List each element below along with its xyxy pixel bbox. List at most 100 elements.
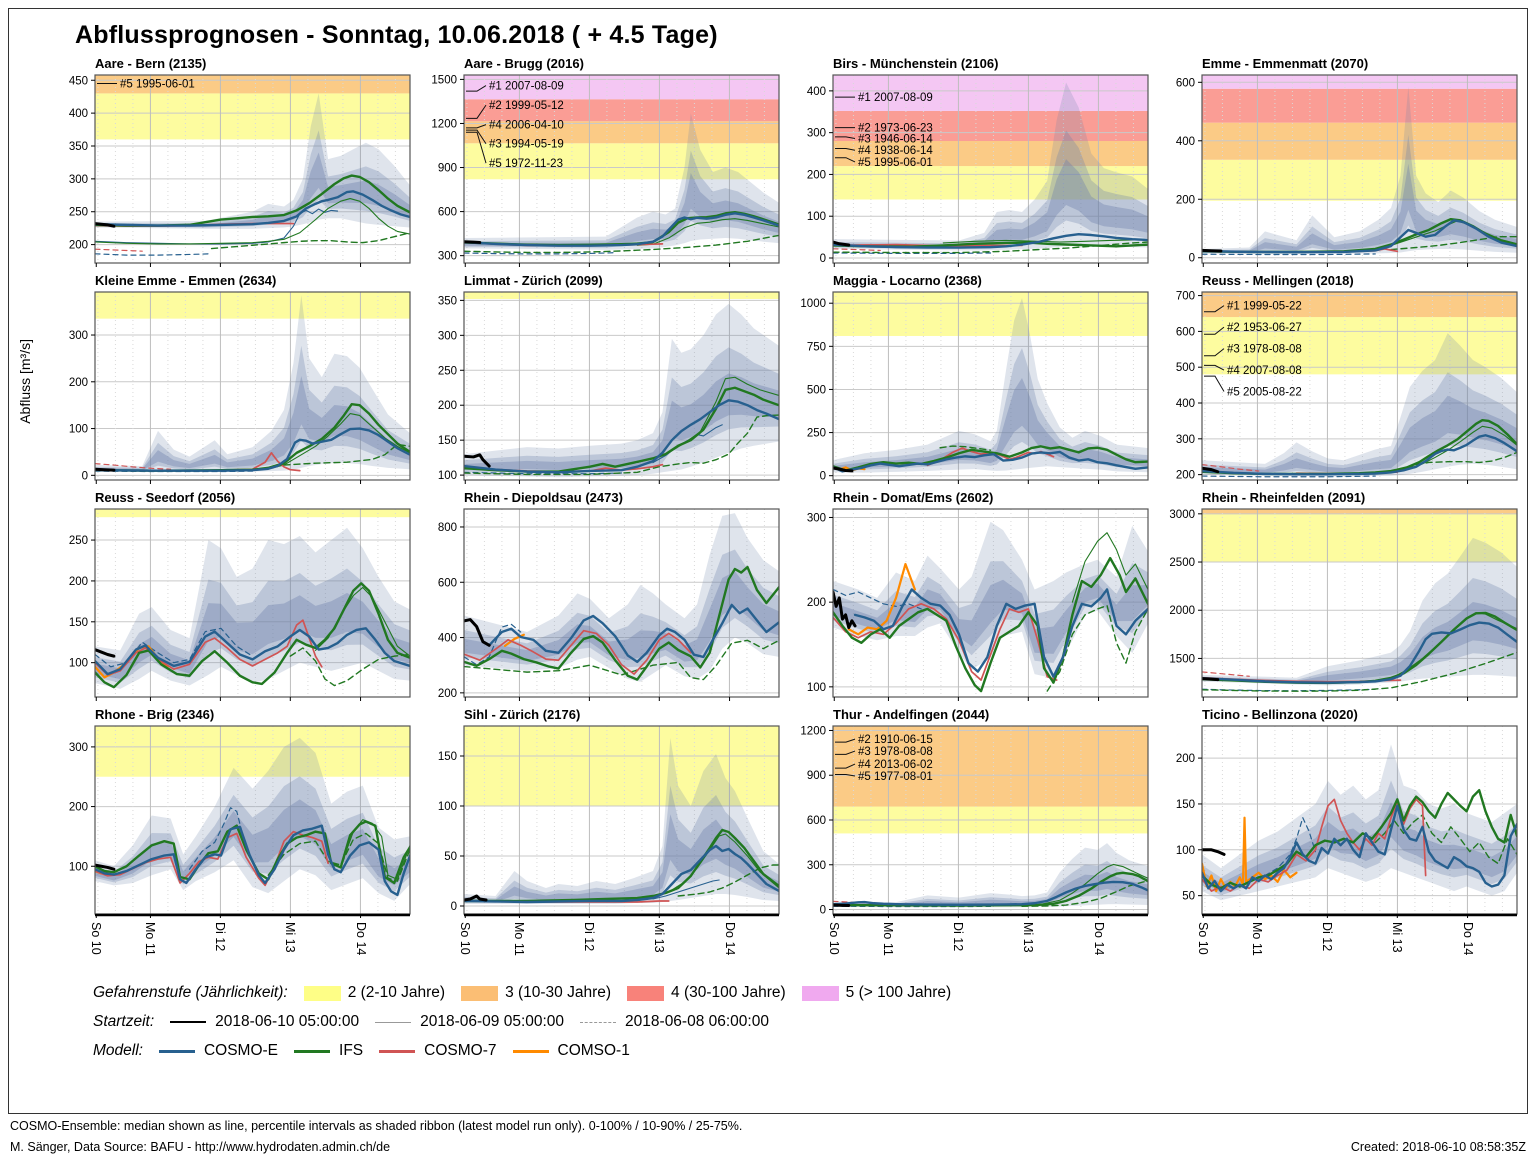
- flood-annotation: #3 1994-05-19: [489, 139, 564, 151]
- y-tick-label: 150: [1176, 799, 1195, 811]
- y-tick-label: 250: [438, 365, 457, 377]
- y-tick-label: 400: [1176, 136, 1195, 148]
- series-obs: [464, 242, 480, 243]
- flood-annotation: #2 1953-06-27: [1227, 322, 1302, 334]
- footer: COSMO-Ensemble: median shown as line, pe…: [10, 1119, 1526, 1154]
- model-legend-item: IFS: [294, 1042, 363, 1060]
- hazard-legend-item-label: 3 (10-30 Jahre): [505, 984, 611, 1002]
- x-tick-label: Di 12: [213, 922, 227, 951]
- flood-annotation: #2 1910-06-15: [858, 734, 933, 746]
- y-tick-label: 600: [438, 207, 457, 219]
- y-tick-label: 100: [438, 801, 457, 813]
- panel-title: Rhein - Rheinfelden (2091): [1156, 486, 1525, 505]
- flood-annotation: #3 1978-08-08: [858, 746, 933, 758]
- x-tick-label: Mi 13: [652, 922, 666, 953]
- model-legend-item: COSMO-7: [379, 1042, 496, 1060]
- hazard-legend-item-label: 4 (30-100 Jahre): [671, 984, 786, 1002]
- y-tick-label: 100: [807, 211, 826, 223]
- x-tick-label: Do 14: [723, 922, 737, 955]
- flood-annotation: #4 2007-08-08: [1227, 365, 1302, 377]
- y-tick-label: 300: [69, 742, 88, 754]
- hazard-band-2: [95, 726, 410, 777]
- y-tick-label: 2500: [1169, 557, 1195, 569]
- y-tick-label: 450: [69, 75, 88, 87]
- y-tick-label: 150: [69, 617, 88, 629]
- panel-title: Reuss - Mellingen (2018): [1156, 269, 1525, 288]
- x-tick-label: Mi 13: [1021, 922, 1035, 953]
- x-tick-label: Do 14: [354, 922, 368, 955]
- flood-annotation: #3 1978-08-08: [1227, 344, 1302, 356]
- panel-plot: #1 2007-08-09#2 1999-05-12#4 2006-04-10#…: [418, 71, 787, 269]
- y-tick-label: 900: [807, 770, 826, 782]
- hazard-legend-row: Gefahrenstufe (Jährlichkeit): 2 (2-10 Ja…: [93, 984, 1527, 1002]
- x-tick-label: Do 14: [1461, 922, 1475, 955]
- hazard-band-2: [95, 509, 410, 517]
- y-tick-label: 1500: [431, 74, 457, 86]
- panel-title: Ticino - Bellinzona (2020): [1156, 703, 1525, 722]
- x-tick-label: Di 12: [1320, 922, 1334, 951]
- x-tick-label: So 10: [89, 922, 103, 955]
- panel-title: Thur - Andelfingen (2044): [787, 703, 1156, 722]
- chart-panel: Aare - Brugg (2016)#1 2007-08-09#2 1999-…: [418, 52, 787, 269]
- flood-annotation: #1 2007-08-09: [858, 92, 933, 104]
- panel-title: Sihl - Zürich (2176): [418, 703, 787, 722]
- flood-annotation: #4 1938-06-14: [858, 145, 933, 157]
- y-tick-label: 100: [438, 470, 457, 482]
- page-title: Abflussprognosen - Sonntag, 10.06.2018 (…: [9, 9, 1527, 52]
- y-tick-label: 100: [807, 682, 826, 694]
- hazard-band-2: [95, 292, 410, 319]
- hazard-band-2: [833, 292, 1148, 336]
- y-tick-label: 300: [807, 512, 826, 524]
- y-tick-label: 50: [444, 851, 457, 863]
- y-tick-label: 250: [69, 535, 88, 547]
- y-tick-label: 400: [438, 633, 457, 645]
- y-tick-label: 200: [1176, 470, 1195, 482]
- y-tick-label: 600: [807, 815, 826, 827]
- flood-annotation: #5 2005-08-22: [1227, 387, 1302, 399]
- y-tick-label: 200: [807, 169, 826, 181]
- hazard-band-3: [1202, 509, 1517, 514]
- x-tick-label: Mo 11: [881, 922, 895, 956]
- y-tick-label: 500: [807, 384, 826, 396]
- panel-title: Reuss - Seedorf (2056): [49, 486, 418, 505]
- panel-title: Rhein - Diepoldsau (2473): [418, 486, 787, 505]
- panel-title: Kleine Emme - Emmen (2634): [49, 269, 418, 288]
- hazard-swatch: [304, 986, 341, 1001]
- y-tick-label: 150: [438, 435, 457, 447]
- panel-title: Limmat - Zürich (2099): [418, 269, 787, 288]
- y-tick-label: 0: [820, 905, 826, 917]
- hazard-legend-item: 4 (30-100 Jahre): [627, 984, 786, 1002]
- y-tick-label: 500: [1176, 362, 1195, 374]
- y-tick-label: 600: [1176, 77, 1195, 89]
- model-legend-item-label: IFS: [339, 1042, 363, 1060]
- hazard-band-2: [464, 292, 779, 299]
- y-tick-label: 200: [1176, 194, 1195, 206]
- x-tick-label: So 10: [1196, 922, 1210, 955]
- y-tick-label: 200: [1176, 753, 1195, 765]
- panel-plot: #2 1910-06-15#3 1978-08-08#4 2013-06-02#…: [787, 722, 1156, 920]
- runtime-line-sample: [580, 1022, 616, 1023]
- flood-annotation: #5 1995-06-01: [120, 79, 195, 91]
- model-line-sample: [294, 1050, 330, 1053]
- y-tick-label: 0: [820, 471, 826, 483]
- hazard-legend-item-label: 5 (> 100 Jahre): [846, 984, 952, 1002]
